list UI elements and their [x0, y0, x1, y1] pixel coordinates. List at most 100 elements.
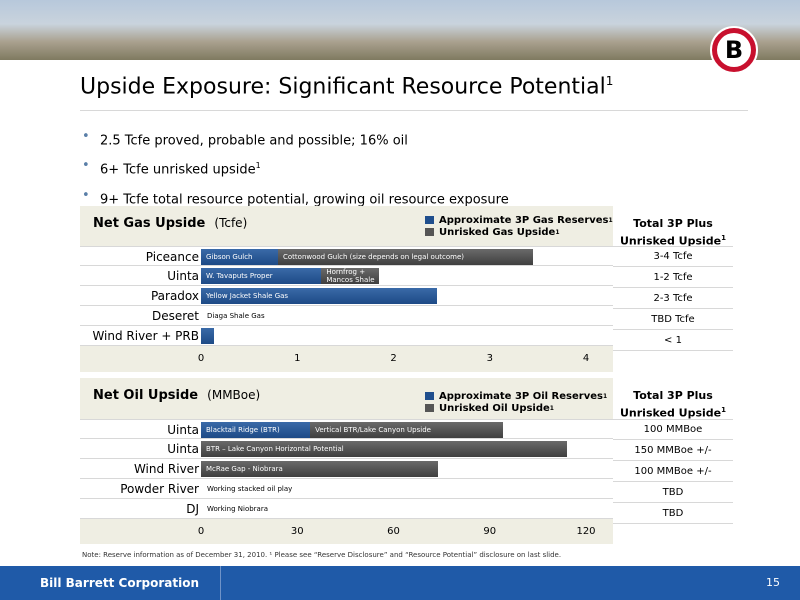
- reserves-swatch: [425, 392, 434, 400]
- axis-tick-label: 30: [290, 526, 304, 537]
- upside-bar: BTR – Lake Canyon Horizontal Potential: [201, 441, 567, 457]
- upside-bar-label: Hornfrog + Mancos Shale: [326, 268, 375, 284]
- reserves-bar: Gibson Gulch: [201, 249, 278, 265]
- upside-bar: Hornfrog + Mancos Shale: [321, 268, 380, 284]
- row-label: Paradox: [150, 289, 199, 303]
- row-label: Powder River: [120, 482, 199, 496]
- total-cell: < 1: [613, 331, 733, 351]
- total-header-sup: 1: [721, 406, 727, 414]
- page-number: 15: [766, 576, 780, 589]
- gas-unit: (Tcfe): [214, 216, 248, 230]
- row-label: Uinta: [167, 442, 199, 456]
- total-header-line: Total 3P Plus: [633, 389, 713, 402]
- divider: [613, 246, 733, 247]
- company-logo: B: [710, 26, 758, 74]
- oil-row: DJ Working Niobrara: [80, 499, 613, 519]
- total-cell: 3-4 Tcfe: [613, 247, 733, 267]
- oil-row: Uinta Blacktail Ridge (BTR) Vertical BTR/L…: [80, 419, 613, 439]
- total-cell: 100 MMBoe: [613, 420, 733, 440]
- legend-label: Approximate 3P Oil Reserves: [439, 390, 603, 402]
- total-cell: 2-3 Tcfe: [613, 289, 733, 309]
- legend-item-unrisked: Unrisked Gas Upside 1: [425, 226, 613, 238]
- gas-row: Paradox Yellow Jacket Shale Gas: [80, 286, 613, 306]
- axis-tick-label: 60: [387, 526, 400, 537]
- unrisked-swatch: [425, 404, 434, 412]
- title-superscript: 1: [605, 74, 614, 88]
- axis-tick-label: 2: [390, 353, 397, 364]
- row-note: Working stacked oil play: [207, 485, 293, 493]
- axis-tick-label: 120: [576, 526, 596, 537]
- axis-tick-label: 4: [582, 353, 590, 364]
- reserves-bar: Blacktail Ridge (BTR): [201, 422, 311, 438]
- legend-sup: 1: [608, 216, 613, 224]
- bullet-item: 2.5 Tcfe proved, probable and possible; …: [82, 124, 742, 153]
- legend-label: Unrisked Gas Upside: [439, 226, 556, 238]
- row-label: Wind River + PRB: [92, 329, 199, 343]
- oil-row: Powder River Working stacked oil play: [80, 479, 613, 499]
- legend-sup: 1: [602, 392, 608, 400]
- logo-letter: B: [717, 33, 751, 67]
- reserves-bar: Yellow Jacket Shale Gas: [201, 288, 437, 304]
- oil-total-header: Total 3P Plus Unrisked Upside1: [613, 389, 733, 421]
- upside-bar: Cottonwood Gulch (size depends on legal …: [278, 249, 534, 265]
- total-header-line: Total 3P Plus: [633, 217, 713, 230]
- upside-bar: McRae Gap - Niobrara: [201, 461, 439, 477]
- bullet-item: 6+ Tcfe unrisked upside1: [82, 153, 742, 182]
- gas-legend: Approximate 3P Gas Reserves 1 Unrisked Ga…: [425, 214, 613, 238]
- bullet-text: 6+ Tcfe unrisked upside: [100, 162, 256, 178]
- gas-rows: Piceance Gibson Gulch Cottonwood Gulch (si…: [80, 246, 613, 346]
- row-label: Wind River: [133, 462, 199, 476]
- gas-panel-title: Net Gas Upside (Tcfe): [93, 216, 247, 231]
- total-header-sup: 1: [721, 234, 727, 242]
- legend-item-reserves: Approximate 3P Oil Reserves 1: [425, 390, 607, 402]
- gas-row: Wind River + PRB: [80, 326, 613, 346]
- gas-upside-panel: Net Gas Upside (Tcfe) Approximate 3P Gas…: [80, 206, 613, 372]
- row-note: Diaga Shale Gas: [207, 312, 265, 320]
- bullet-sup: 1: [255, 161, 261, 171]
- bullet-list: 2.5 Tcfe proved, probable and possible; …: [82, 124, 742, 212]
- axis-tick-label: 1: [294, 353, 301, 364]
- footnote: Note: Reserve information as of December…: [82, 551, 562, 559]
- axis-tick-label: 3: [486, 353, 493, 364]
- reserves-swatch: [425, 216, 434, 224]
- oil-row: Wind River McRae Gap - Niobrara: [80, 459, 613, 479]
- bullet-text: 2.5 Tcfe proved, probable and possible; …: [100, 133, 408, 149]
- footer-divider: [220, 566, 221, 600]
- axis-tick-label: 0: [197, 526, 205, 537]
- row-label: Deseret: [151, 309, 199, 323]
- row-label: Uinta: [167, 423, 199, 437]
- footer-company-name: Bill Barrett Corporation: [40, 576, 199, 590]
- total-cell: 150 MMBoe +/-: [613, 441, 733, 461]
- total-cell: 100 MMBoe +/-: [613, 462, 733, 482]
- legend-item-unrisked: Unrisked Oil Upside 1: [425, 402, 607, 414]
- legend-label: Approximate 3P Gas Reserves: [439, 214, 609, 226]
- gas-row: Deseret Diaga Shale Gas: [80, 306, 613, 326]
- legend-label: Unrisked Oil Upside: [439, 402, 550, 414]
- row-label: Piceance: [145, 250, 199, 264]
- bullet-item: 9+ Tcfe total resource potential, growin…: [82, 183, 742, 212]
- legend-sup: 1: [555, 228, 560, 236]
- slide-title: Upside Exposure: Significant Resource Po…: [80, 74, 613, 99]
- total-header-line: Unrisked Upside: [619, 234, 722, 248]
- oil-row: Uinta BTR – Lake Canyon Horizontal Potent…: [80, 439, 613, 459]
- gas-title-text: Net Gas Upside: [93, 216, 206, 231]
- gas-row: Piceance Gibson Gulch Cottonwood Gulch (si…: [80, 246, 613, 266]
- total-cell: TBD: [613, 504, 733, 524]
- row-label: Uinta: [167, 269, 199, 283]
- gas-axis-ticks: 0 1 2 3 4: [80, 353, 613, 367]
- row-note: Working Niobrara: [207, 505, 269, 513]
- legend-item-reserves: Approximate 3P Gas Reserves 1: [425, 214, 613, 226]
- unrisked-swatch: [425, 228, 434, 236]
- reserves-bar: [201, 328, 214, 344]
- slide-title-text: Upside Exposure: Significant Resource Po…: [80, 74, 606, 100]
- divider: [613, 419, 733, 420]
- oil-axis-ticks: 0 30 60 90 120: [80, 526, 613, 540]
- upside-bar: Vertical BTR/Lake Canyon Upside: [310, 422, 503, 438]
- mountain-banner: [0, 0, 800, 60]
- title-divider: [80, 110, 748, 111]
- oil-panel-title: Net Oil Upside (MMBoe): [93, 388, 260, 403]
- axis-tick-label: 90: [483, 526, 497, 537]
- bullet-text: 9+ Tcfe total resource potential, growin…: [100, 191, 509, 207]
- oil-legend: Approximate 3P Oil Reserves 1 Unrisked Oi…: [425, 390, 607, 414]
- total-cell: TBD Tcfe: [613, 310, 733, 330]
